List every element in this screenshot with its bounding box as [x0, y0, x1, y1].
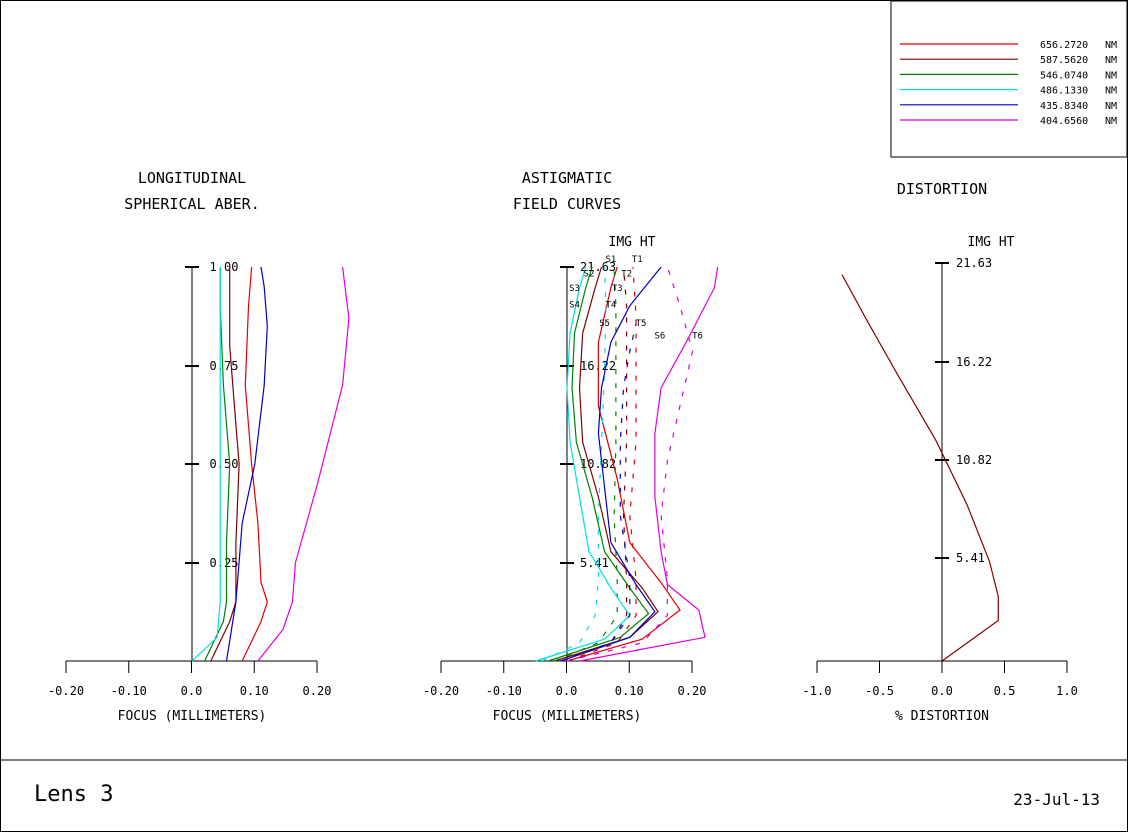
legend-unit: NM	[1105, 86, 1117, 97]
x-tick-label: 0.5	[994, 684, 1016, 698]
series-line	[257, 266, 350, 662]
curve-label: T5	[636, 319, 647, 329]
x-tick-label: 0.0	[931, 684, 953, 698]
series-line	[225, 266, 268, 662]
spherical-xlabel: FOCUS (MILLIMETERS)	[118, 709, 267, 724]
y-tick-label: 21.63	[956, 256, 992, 270]
spherical-title-line1: LONGITUDINAL	[138, 169, 246, 187]
y-tick-label: 21.63	[580, 260, 616, 274]
series-line-s4	[535, 266, 631, 662]
curve-label: S5	[599, 319, 610, 329]
y-tick-label: 5.41	[956, 551, 985, 565]
curve-label: T2	[621, 270, 632, 280]
astig-title-line2: FIELD CURVES	[513, 195, 621, 213]
series-line-s3	[548, 266, 650, 662]
curve-label: T3	[612, 284, 623, 294]
curve-label: S1	[606, 255, 617, 265]
curve-label: S4	[569, 301, 580, 311]
x-tick-label: 0.0	[181, 684, 203, 698]
legend-unit: NM	[1105, 55, 1117, 66]
legend-unit: NM	[1105, 70, 1117, 81]
x-tick-label: -0.20	[48, 684, 84, 698]
legend-label: 587.5620	[1040, 55, 1088, 66]
x-tick-label: 0.0	[556, 684, 578, 698]
legend-label: 435.8340	[1040, 101, 1088, 112]
series-line	[191, 267, 221, 662]
x-tick-label: 0.20	[303, 684, 332, 698]
footer-date: 23-Jul-13	[1013, 790, 1100, 809]
legend-label: 656.2720	[1040, 40, 1088, 51]
distortion-imght-label: IMG HT	[968, 235, 1015, 250]
y-tick-label: 1.00	[210, 260, 239, 274]
y-tick-label: 16.22	[956, 355, 992, 369]
x-tick-label: -0.10	[111, 684, 147, 698]
astig-title-line1: ASTIGMATIC	[522, 169, 612, 187]
y-tick-label: 5.41	[580, 556, 609, 570]
y-tick-label: 10.82	[580, 457, 616, 471]
distortion-xlabel: % DISTORTION	[895, 709, 989, 724]
legend-unit: NM	[1105, 101, 1117, 112]
distortion-title: DISTORTION	[897, 180, 987, 198]
series-line-s2	[554, 266, 659, 662]
legend-unit: NM	[1105, 40, 1117, 51]
legend-unit: NM	[1105, 116, 1117, 127]
series-line-s6	[579, 266, 719, 662]
series-line-t6	[566, 266, 694, 662]
curve-label: S6	[654, 332, 665, 342]
curve-label: S2	[584, 270, 595, 280]
legend-label: 546.0740	[1040, 70, 1088, 81]
x-tick-label: 0.20	[678, 684, 707, 698]
legend-label: 486.1330	[1040, 86, 1088, 97]
plot-panel-3: -1.0 -0.5 0.0 0.5 1.0 21.63 16.22 10.82 5.41	[803, 256, 1078, 698]
y-tick-label: 10.82	[956, 453, 992, 467]
series-line	[841, 274, 999, 662]
x-tick-label: 0.10	[615, 684, 644, 698]
y-tick-label: 0.50	[210, 457, 239, 471]
series-line-t3	[554, 266, 618, 662]
spherical-title-line2: SPHERICAL ABER.	[124, 195, 259, 213]
curve-label: S3	[569, 284, 580, 294]
legend-label: 404.6560	[1040, 116, 1088, 127]
curve-label: T1	[632, 255, 643, 265]
series-line-s5	[560, 266, 662, 662]
x-tick-label: -1.0	[803, 684, 832, 698]
y-tick-label: 0.25	[210, 556, 239, 570]
series-line-t5	[560, 323, 637, 662]
x-tick-label: -0.10	[486, 684, 522, 698]
series-line-s1	[566, 266, 681, 662]
x-tick-label: 1.0	[1056, 684, 1078, 698]
legend: 656.2720 NM 587.5620 NM 546.0740 NM 486.1330 NM…	[890, 0, 1128, 158]
y-tick-label: 0.75	[210, 359, 239, 373]
x-tick-label: -0.5	[865, 684, 894, 698]
series-line	[210, 267, 240, 662]
plot-panel-2: -0.20 -0.10 0.0 0.10 0.2021.6316.2210.825.41…	[423, 255, 719, 698]
astig-imght-label: IMG HT	[609, 235, 656, 250]
series-line-t2	[560, 266, 628, 662]
lens-name: Lens 3	[34, 782, 114, 807]
astig-xlabel: FOCUS (MILLIMETERS)	[493, 709, 642, 724]
curve-label: T4	[606, 301, 617, 311]
legend-box	[890, 0, 1128, 158]
plot-panel-1: -0.20 -0.10 0.0 0.10 0.20 1.00 0.75 0.50 0.25	[48, 260, 350, 698]
x-tick-label: 0.10	[240, 684, 269, 698]
x-tick-label: -0.20	[423, 684, 459, 698]
curve-label: T6	[692, 332, 703, 342]
series-line	[241, 266, 268, 662]
